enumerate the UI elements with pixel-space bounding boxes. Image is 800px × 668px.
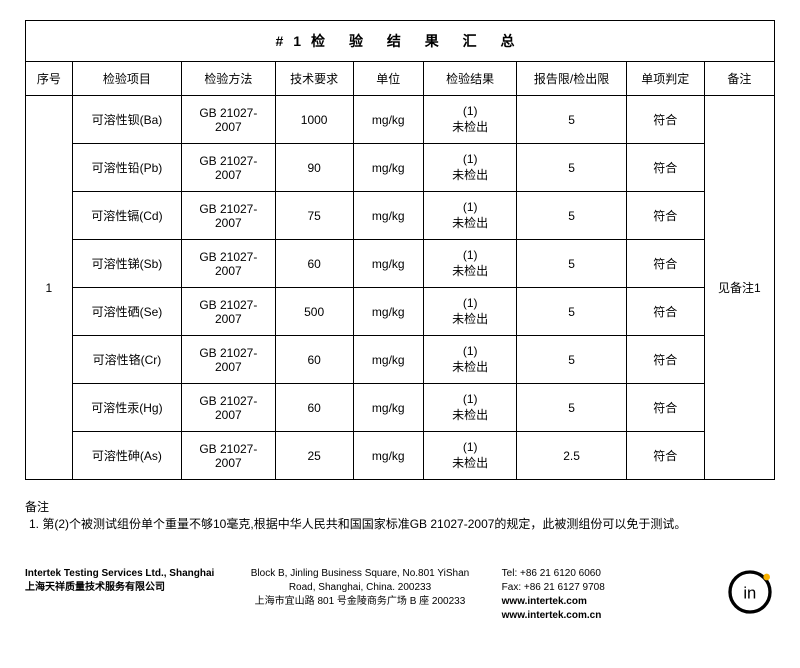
cell-unit: mg/kg (353, 192, 423, 240)
cell-judge: 符合 (626, 240, 704, 288)
results-table: #1检 验 结 果 汇 总 序号检验项目检验方法技术要求单位检验结果报告限/检出… (25, 20, 775, 480)
table-row: 可溶性锑(Sb)GB 21027-200760mg/kg(1)未检出5符合 (26, 240, 775, 288)
cell-limit: 5 (517, 336, 626, 384)
cell-limit: 5 (517, 144, 626, 192)
cell-method: GB 21027-2007 (182, 144, 276, 192)
footer-address: Block B, Jinling Business Square, No.801… (248, 567, 471, 609)
company-name-en: Intertek Testing Services Ltd., Shanghai (25, 568, 214, 579)
cell-result: (1)未检出 (423, 384, 517, 432)
cell-unit: mg/kg (353, 432, 423, 480)
table-row: 可溶性砷(As)GB 21027-200725mg/kg(1)未检出2.5符合 (26, 432, 775, 480)
col-header: 检验结果 (423, 62, 517, 96)
cell-unit: mg/kg (353, 384, 423, 432)
cell-spec: 75 (275, 192, 353, 240)
cell-result: (1)未检出 (423, 432, 517, 480)
cell-method: GB 21027-2007 (182, 96, 276, 144)
col-header: 序号 (26, 62, 73, 96)
cell-item: 可溶性铅(Pb) (72, 144, 181, 192)
cell-judge: 符合 (626, 192, 704, 240)
table-row: 可溶性铬(Cr)GB 21027-200760mg/kg(1)未检出5符合 (26, 336, 775, 384)
cell-result: (1)未检出 (423, 336, 517, 384)
cell-judge: 符合 (626, 384, 704, 432)
cell-result: (1)未检出 (423, 192, 517, 240)
cell-unit: mg/kg (353, 96, 423, 144)
cell-spec: 500 (275, 288, 353, 336)
table-title: #1检 验 结 果 汇 总 (26, 21, 775, 62)
cell-method: GB 21027-2007 (182, 432, 276, 480)
col-header: 报告限/检出限 (517, 62, 626, 96)
col-header: 技术要求 (275, 62, 353, 96)
cell-spec: 90 (275, 144, 353, 192)
cell-method: GB 21027-2007 (182, 192, 276, 240)
cell-item: 可溶性铬(Cr) (72, 336, 181, 384)
remark-cell: 见备注1 (704, 96, 774, 480)
col-header: 检验方法 (182, 62, 276, 96)
svg-text:in: in (743, 584, 756, 603)
cell-judge: 符合 (626, 96, 704, 144)
cell-judge: 符合 (626, 288, 704, 336)
cell-limit: 2.5 (517, 432, 626, 480)
cell-judge: 符合 (626, 144, 704, 192)
col-header: 单位 (353, 62, 423, 96)
footer-contact: Tel: +86 21 6120 6060 Fax: +86 21 6127 9… (472, 567, 725, 623)
note-heading: 备注 (25, 498, 775, 515)
cell-spec: 60 (275, 336, 353, 384)
col-header: 检验项目 (72, 62, 181, 96)
note-body: 1. 第(2)个被测试组份单个重量不够10毫克,根据中华人民共和国国家标准GB … (25, 515, 775, 532)
cell-judge: 符合 (626, 336, 704, 384)
cell-unit: mg/kg (353, 336, 423, 384)
col-header: 单项判定 (626, 62, 704, 96)
cell-method: GB 21027-2007 (182, 384, 276, 432)
cell-spec: 60 (275, 384, 353, 432)
table-row: 可溶性铅(Pb)GB 21027-200790mg/kg(1)未检出5符合 (26, 144, 775, 192)
cell-result: (1)未检出 (423, 96, 517, 144)
cell-spec: 60 (275, 240, 353, 288)
col-header: 备注 (704, 62, 774, 96)
cell-spec: 1000 (275, 96, 353, 144)
cell-limit: 5 (517, 192, 626, 240)
cell-unit: mg/kg (353, 288, 423, 336)
cell-item: 可溶性汞(Hg) (72, 384, 181, 432)
cell-method: GB 21027-2007 (182, 240, 276, 288)
footer: Intertek Testing Services Ltd., Shanghai… (25, 567, 775, 623)
cell-item: 可溶性砷(As) (72, 432, 181, 480)
cell-unit: mg/kg (353, 144, 423, 192)
table-row: 1可溶性钡(Ba)GB 21027-20071000mg/kg(1)未检出5符合… (26, 96, 775, 144)
table-row: 可溶性镉(Cd)GB 21027-200775mg/kg(1)未检出5符合 (26, 192, 775, 240)
footer-left: Intertek Testing Services Ltd., Shanghai… (25, 567, 248, 595)
cell-item: 可溶性锑(Sb) (72, 240, 181, 288)
cell-limit: 5 (517, 240, 626, 288)
cell-method: GB 21027-2007 (182, 336, 276, 384)
cell-limit: 5 (517, 384, 626, 432)
cell-item: 可溶性硒(Se) (72, 288, 181, 336)
seq-cell: 1 (26, 96, 73, 480)
cell-item: 可溶性镉(Cd) (72, 192, 181, 240)
cell-spec: 25 (275, 432, 353, 480)
cell-unit: mg/kg (353, 240, 423, 288)
cell-limit: 5 (517, 96, 626, 144)
cell-result: (1)未检出 (423, 240, 517, 288)
cell-method: GB 21027-2007 (182, 288, 276, 336)
table-row: 可溶性硒(Se)GB 21027-2007500mg/kg(1)未检出5符合 (26, 288, 775, 336)
cell-limit: 5 (517, 288, 626, 336)
intertek-logo-icon: in (725, 567, 775, 617)
table-row: 可溶性汞(Hg)GB 21027-200760mg/kg(1)未检出5符合 (26, 384, 775, 432)
cell-result: (1)未检出 (423, 144, 517, 192)
cell-item: 可溶性钡(Ba) (72, 96, 181, 144)
cell-result: (1)未检出 (423, 288, 517, 336)
cell-judge: 符合 (626, 432, 704, 480)
company-name-cn: 上海天祥质量技术服务有限公司 (25, 582, 165, 593)
